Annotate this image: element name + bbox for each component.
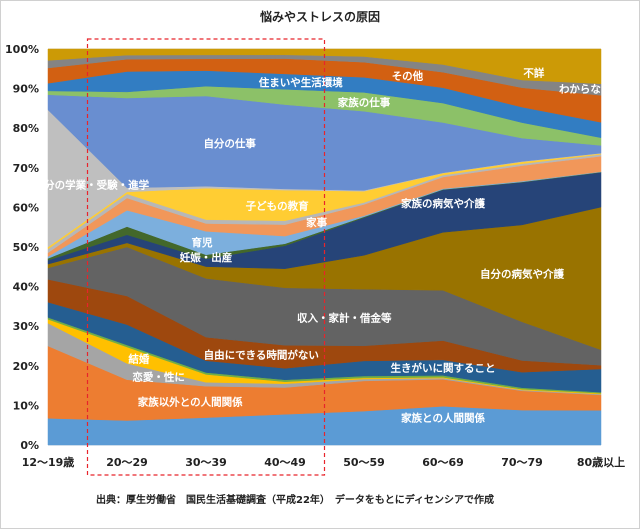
- area-label: わからない: [559, 83, 612, 95]
- x-tick-label: 12〜19歳: [22, 455, 75, 469]
- y-tick-label: 0%: [20, 439, 39, 452]
- y-tick-label: 100%: [5, 43, 39, 56]
- x-tick-label: 70〜79: [501, 456, 543, 469]
- area-label: 自分の仕事: [203, 137, 256, 150]
- y-tick-label: 30%: [13, 320, 39, 333]
- area-label: 家族との人間関係: [401, 412, 485, 425]
- y-tick-label: 80%: [13, 122, 39, 135]
- area-label: 収入・家計・借金等: [297, 311, 392, 324]
- area-label: 育児: [192, 236, 213, 249]
- x-tick-label: 50〜59: [343, 456, 385, 469]
- area-label: 子どもの教育: [246, 199, 309, 212]
- y-tick-label: 40%: [13, 281, 39, 294]
- highlight-rect: [86, 38, 326, 476]
- y-axis-tick-labels: 0% 10% 20% 30% 40% 50% 60% 70% 80% 90% 100%: [5, 43, 39, 452]
- area-label: 自由にできる時間がない: [204, 348, 319, 361]
- area-series: [47, 48, 602, 446]
- area-label: 結婚: [128, 353, 149, 366]
- area-label: 家族以外との人間関係: [138, 396, 243, 409]
- y-tick-label: 70%: [13, 162, 39, 175]
- area-series-22: [47, 48, 602, 84]
- area-label: 家族の病気や介護: [401, 197, 485, 210]
- area-label: 恋愛・性に: [132, 371, 185, 384]
- x-tick-label: 20〜29: [106, 456, 148, 469]
- area-label: 生きがいに関すること: [391, 362, 496, 375]
- area-label: 不詳: [523, 67, 544, 80]
- area-label: 住まいや生活環境: [259, 76, 343, 89]
- x-tick-label: 60〜69: [422, 456, 464, 469]
- area-label: その他: [392, 69, 424, 82]
- highlight-box: [86, 38, 326, 476]
- x-tick-label: 40〜49: [264, 456, 306, 469]
- area-label: 家事: [306, 216, 327, 229]
- x-tick-label: 30〜39: [185, 456, 227, 469]
- y-tick-label: 20%: [13, 360, 39, 373]
- chart-title: 悩みやストレスの原因: [259, 10, 380, 24]
- y-tick-label: 10%: [13, 399, 39, 412]
- x-tick-label: 80歳以上: [577, 455, 625, 469]
- area-label: 妊娠・出産: [180, 251, 233, 264]
- area-label: 家族の仕事: [338, 96, 391, 109]
- source-note: 出典：厚生労働省 国民生活基礎調査（平成22年） データをもとにディセンシアで作…: [96, 495, 495, 506]
- y-tick-label: 50%: [13, 241, 39, 254]
- area-label: 自分の学業・受験・進学: [34, 179, 150, 192]
- y-tick-label: 60%: [13, 201, 39, 214]
- x-axis-tick-labels: 12〜19歳 20〜29 30〜39 40〜49 50〜59 60〜69 70〜79 80歳以…: [22, 455, 625, 469]
- area-label: 自分の病気や介護: [480, 267, 564, 280]
- y-tick-label: 90%: [13, 83, 39, 96]
